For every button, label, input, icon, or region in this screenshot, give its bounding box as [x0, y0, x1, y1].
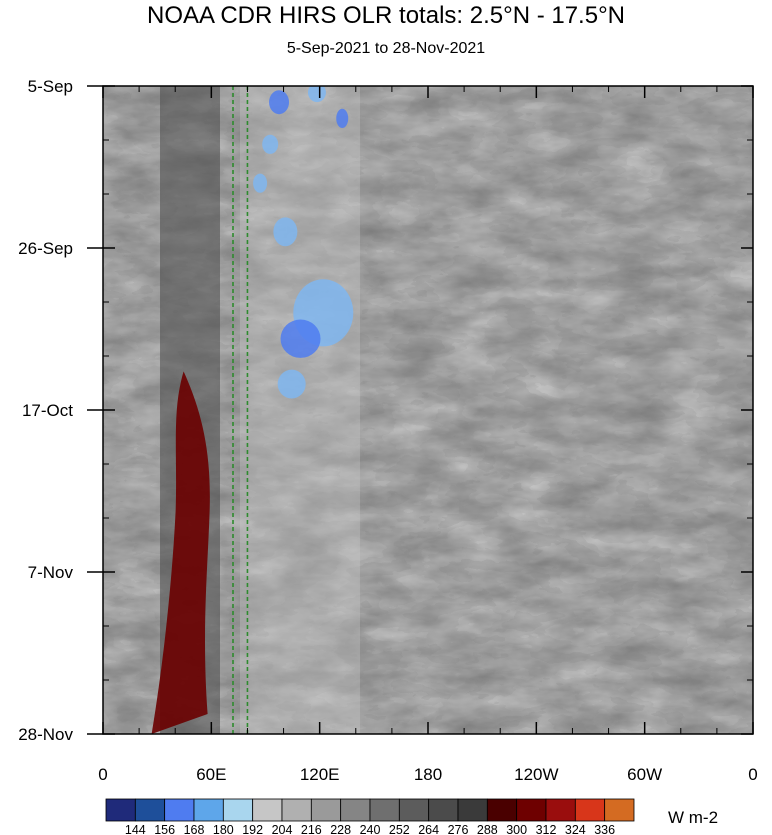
x-tick-label: 120W [514, 765, 558, 784]
y-tick-label: 17-Oct [22, 401, 73, 420]
colorbar-swatch [545, 798, 576, 822]
x-tick-label: 0 [98, 765, 107, 784]
colorbar-swatch [340, 798, 371, 822]
x-tick-label: 120E [300, 765, 340, 784]
colorbar-swatch [486, 798, 518, 822]
colorbar-label: 204 [272, 823, 293, 835]
colorbar-swatch [516, 798, 547, 822]
colorbar-label: 324 [565, 823, 586, 835]
colorbar-swatch [193, 798, 224, 822]
y-tick-label: 28-Nov [18, 725, 73, 744]
low-olr-patch [280, 319, 321, 358]
colorbar-swatch [574, 798, 606, 822]
colorbar-label: 252 [389, 823, 410, 835]
x-tick-label: 60E [196, 765, 226, 784]
high-olr-band [151, 371, 210, 734]
x-tick-label: 0 [748, 765, 757, 784]
chart-subtitle: 5-Sep-2021 to 28-Nov-2021 [286, 40, 486, 57]
feature-region-1 [151, 371, 210, 734]
colorbar-swatch [398, 798, 430, 822]
colorbar-label: 156 [154, 823, 175, 835]
x-tick-label: 60W [627, 765, 662, 784]
chart-title: NOAA CDR HIRS OLR totals: 2.5°N - 17.5°N [146, 2, 625, 29]
colorbar-swatch [105, 798, 136, 822]
low-olr-patch [253, 173, 268, 193]
plot-field [103, 86, 753, 734]
low-olr-patch [336, 108, 349, 128]
colorbar-swatch [457, 798, 488, 822]
colorbar-label: 168 [184, 823, 205, 835]
colorbar-units: W m-2 [668, 808, 719, 827]
y-tick-label: 7-Nov [28, 563, 74, 582]
y-tick-label: 5-Sep [28, 77, 73, 96]
colorbar: 144 156 168 180 192 204 216 228 240 252 264 276 288 3… [105, 798, 635, 835]
colorbar-swatch [134, 798, 166, 822]
x-tick-label: 180 [414, 765, 442, 784]
colorbar-label: 276 [448, 823, 469, 835]
colorbar-swatch [310, 798, 342, 822]
y-axis: 5-Sep 26-Sep 17-Oct 7-Nov 28-Nov [18, 77, 753, 744]
colorbar-swatch [281, 798, 312, 822]
colorbar-label: 336 [594, 823, 615, 835]
colorbar-label: 240 [360, 823, 381, 835]
feature-region-2 [253, 86, 354, 399]
colorbar-swatch [604, 798, 635, 822]
colorbar-label: 192 [242, 823, 263, 835]
colorbar-label: 300 [506, 823, 527, 835]
features-layer [151, 86, 354, 734]
low-olr-patch [273, 217, 298, 247]
low-olr-patch [277, 369, 306, 399]
colorbar-swatch [222, 798, 254, 822]
colorbar-label: 180 [213, 823, 234, 835]
low-olr-patch [262, 134, 279, 154]
low-olr-patch [307, 86, 326, 103]
y-tick-label: 26-Sep [18, 239, 73, 258]
colorbar-swatch [428, 798, 459, 822]
reference-lines [232, 86, 249, 734]
colorbar-swatch [164, 798, 195, 822]
colorbar-label: 288 [477, 823, 498, 835]
colorbar-label: 312 [536, 823, 557, 835]
colorbar-label: 216 [301, 823, 322, 835]
x-axis: 0 60E 120E 180 120W 60W 0 [98, 86, 758, 784]
colorbar-label: 264 [418, 823, 439, 835]
colorbar-label: 228 [330, 823, 351, 835]
colorbar-label: 144 [125, 823, 146, 835]
colorbar-swatch [369, 798, 400, 822]
colorbar-swatch [252, 798, 283, 822]
low-olr-patch [269, 90, 290, 115]
